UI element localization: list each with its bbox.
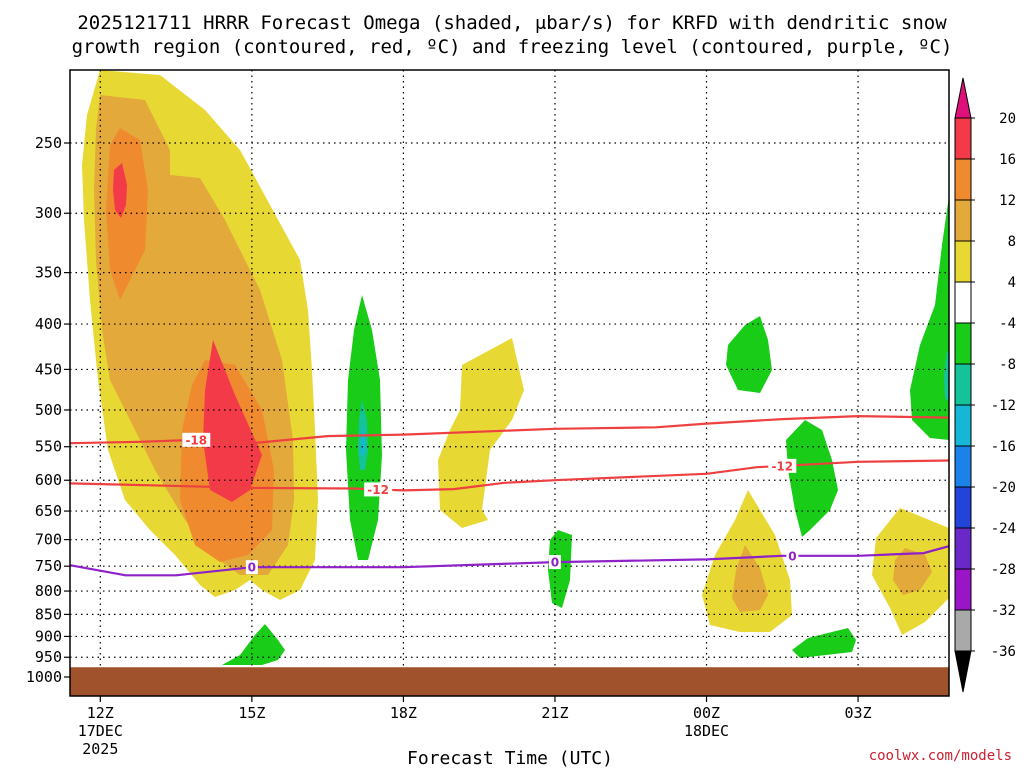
y-tick-label: 450 <box>35 360 62 378</box>
colorbar-swatch <box>954 199 972 242</box>
contours: -18 -12 -12 0 0 0 <box>69 414 950 577</box>
y-tick-label: 700 <box>35 531 62 549</box>
y-tick-label: 800 <box>35 582 62 600</box>
freezing-level-label-bg <box>786 548 799 563</box>
colorbar-swatch <box>954 404 972 447</box>
y-tick-label: 500 <box>35 401 62 419</box>
colorbar-swatch <box>954 568 972 611</box>
colorbar-label: -28 <box>991 562 1016 578</box>
dgz-minus-12-label: -12 <box>367 483 389 497</box>
colorbar-label: -8 <box>999 357 1016 373</box>
colorbar-swatch <box>954 117 972 160</box>
freezing-level-label: 0 <box>248 561 256 575</box>
y-tick-label: 550 <box>35 438 62 456</box>
colorbar-label: -4 <box>999 316 1016 332</box>
colorbar-swatch <box>954 445 972 488</box>
x-tick-label: 12Z <box>87 704 114 722</box>
x-tick-label: 03Z <box>845 704 872 722</box>
colorbar-top-arrow <box>954 77 972 119</box>
colorbar-swatch <box>954 322 972 365</box>
freezing-level-label: 0 <box>551 556 559 570</box>
colorbar-label: -36 <box>991 644 1016 660</box>
colorbar-label: -12 <box>991 398 1016 414</box>
colorbar-swatch <box>954 240 972 283</box>
colorbar-swatch <box>954 281 972 324</box>
x-tick-label: 00Z <box>693 704 720 722</box>
colorbar-swatch <box>954 527 972 570</box>
x-tick-date: 18DEC <box>684 722 729 740</box>
y-tick-label: 600 <box>35 471 62 489</box>
colorbar-bottom-arrow <box>954 650 972 693</box>
omega-shading <box>82 70 949 665</box>
dgz-minus-18-label: -18 <box>185 433 207 447</box>
x-tick-year: 2025 <box>82 740 118 758</box>
y-tick-label: 300 <box>35 204 62 222</box>
y-tick-label: 250 <box>35 134 62 152</box>
terrain-below-ground <box>70 667 949 696</box>
y-tick-label: 750 <box>35 557 62 575</box>
colorbar-label: -32 <box>991 603 1016 619</box>
y-tick-label: 900 <box>35 627 62 645</box>
colorbar: 20 16 12 8 4 -4 -8 -12 -16 -20 -24 -28 -32 -36 <box>954 77 1016 693</box>
shade-cyan-17z <box>361 425 365 455</box>
y-tick-label: 650 <box>35 502 62 520</box>
dgz-minus-12-label-bg <box>364 482 393 497</box>
x-tick-label: 15Z <box>238 704 265 722</box>
shade-green-01z <box>786 420 838 537</box>
colorbar-label: -24 <box>991 521 1016 537</box>
colorbar-label: 12 <box>999 193 1016 209</box>
colorbar-swatch <box>954 486 972 529</box>
chart-title-line2: growth region (contoured, red, ºC) and f… <box>72 36 953 58</box>
chart-title-line1: 2025121711 HRRR Forecast Omega (shaded, … <box>77 12 947 34</box>
y-tick-label: 850 <box>35 605 62 623</box>
colorbar-label: -20 <box>991 480 1016 496</box>
shade-green-02z-low <box>792 628 856 658</box>
dgz-minus-12-label-bg <box>768 458 797 473</box>
shade-green-23z <box>726 316 772 393</box>
x-tick-label: 18Z <box>390 704 417 722</box>
colorbar-swatch <box>954 158 972 201</box>
shade-red-upper <box>113 163 127 218</box>
freezing-level-label-bg <box>548 555 561 570</box>
x-tick-label: 21Z <box>541 704 568 722</box>
x-tick-date: 17DEC <box>78 722 123 740</box>
colorbar-swatch <box>954 363 972 406</box>
plot-frame <box>69 69 950 697</box>
y-tick-label: 400 <box>35 315 62 333</box>
shade-red-lower <box>203 340 262 502</box>
dgz-minus-12-line <box>69 459 950 492</box>
shade-orange-00z <box>732 545 768 612</box>
freezing-level-label-bg <box>245 560 258 575</box>
shade-yellow-mid <box>438 338 524 528</box>
colorbar-label: 8 <box>1008 234 1016 250</box>
credit-link[interactable]: coolwx.com/models <box>869 748 1012 764</box>
freezing-level-label: 0 <box>788 549 796 563</box>
shade-green-right <box>910 196 949 440</box>
shade-green-15z-low <box>222 624 285 665</box>
y-tick-label: 350 <box>35 264 62 282</box>
colorbar-label: 16 <box>999 152 1016 168</box>
y-tick-label: 950 <box>35 648 62 666</box>
plot-area: -18 -12 -12 0 0 0 <box>69 69 950 697</box>
shade-teal-right <box>944 352 949 402</box>
colorbar-label: -16 <box>991 439 1016 455</box>
shade-tan-03z <box>893 548 932 595</box>
x-axis-title: Forecast Time (UTC) <box>407 748 613 768</box>
y-axis: 250 300 350 400 450 500 550 600 650 700 750 800 850 9… <box>26 134 70 686</box>
colorbar-swatch <box>954 609 972 652</box>
dgz-minus-12-label: -12 <box>771 459 793 473</box>
colorbar-label: 4 <box>1008 275 1016 291</box>
colorbar-label: 20 <box>999 111 1016 127</box>
dgz-minus-18-label-bg <box>182 432 211 447</box>
y-tick-label: 1000 <box>26 668 62 686</box>
